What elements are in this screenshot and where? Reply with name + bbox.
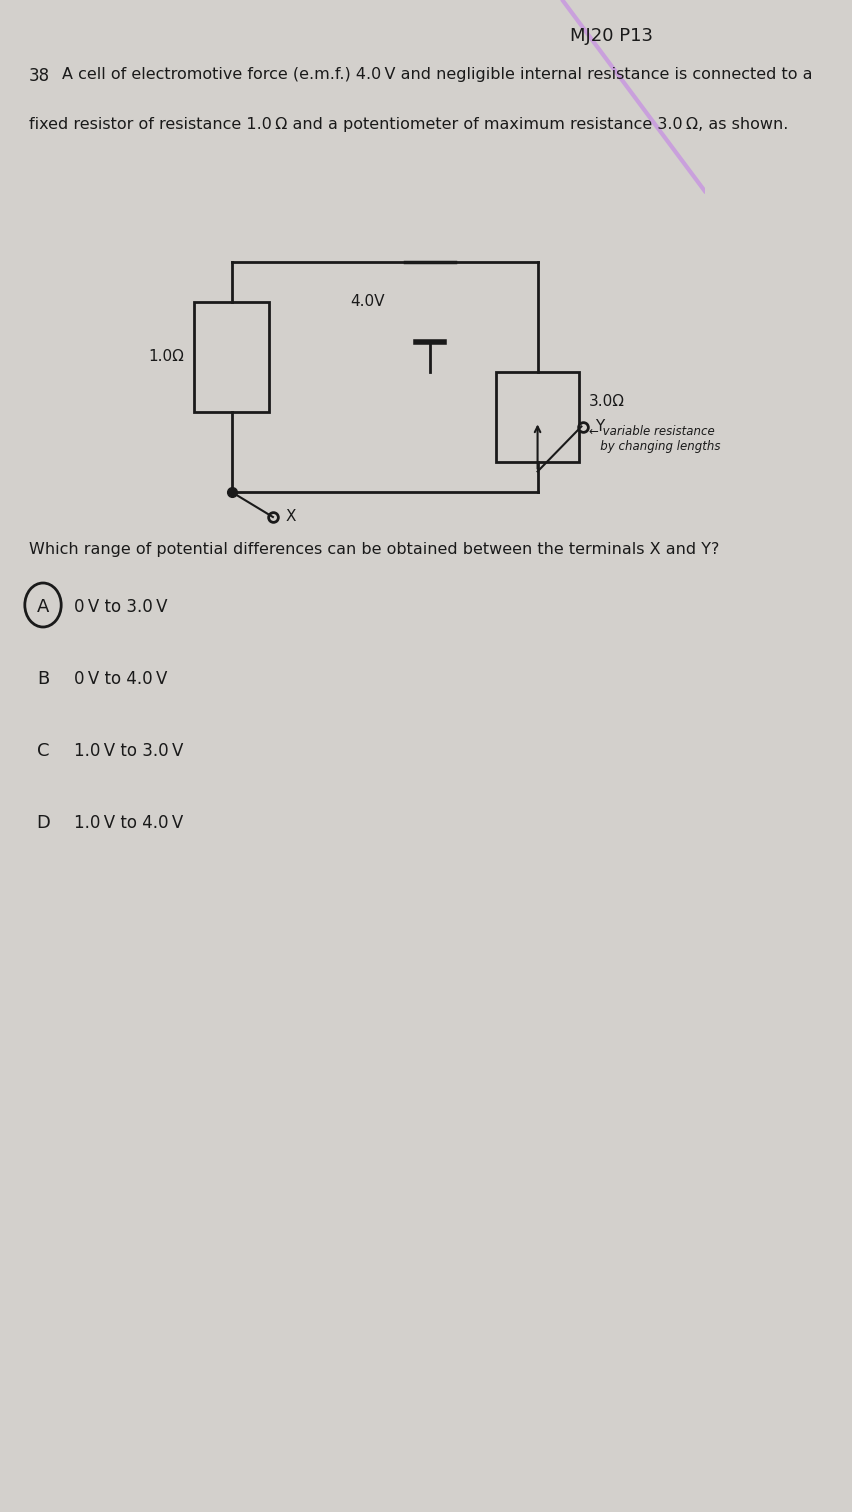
Text: 1.0 V to 4.0 V: 1.0 V to 4.0 V — [74, 813, 183, 832]
Text: X: X — [285, 510, 296, 525]
Text: Which range of potential differences can be obtained between the terminals X and: Which range of potential differences can… — [29, 541, 718, 556]
Text: A: A — [37, 599, 49, 615]
Text: 0 V to 3.0 V: 0 V to 3.0 V — [74, 599, 168, 615]
Text: 4.0V: 4.0V — [349, 295, 384, 310]
FancyBboxPatch shape — [496, 372, 579, 463]
Text: 3.0Ω: 3.0Ω — [588, 395, 625, 410]
Text: D: D — [36, 813, 50, 832]
Text: MJ20 P13: MJ20 P13 — [570, 27, 653, 45]
Text: 1.0 V to 3.0 V: 1.0 V to 3.0 V — [74, 742, 183, 761]
Text: 1.0Ω: 1.0Ω — [148, 349, 184, 364]
FancyBboxPatch shape — [194, 302, 268, 411]
Text: 0 V to 4.0 V: 0 V to 4.0 V — [74, 670, 168, 688]
Text: 38: 38 — [29, 67, 50, 85]
Text: A cell of electromotive force (e.m.f.) 4.0 V and negligible internal resistance : A cell of electromotive force (e.m.f.) 4… — [62, 67, 812, 82]
Text: fixed resistor of resistance 1.0 Ω and a potentiometer of maximum resistance 3.0: fixed resistor of resistance 1.0 Ω and a… — [29, 116, 787, 132]
Text: Y: Y — [595, 419, 604, 434]
Text: B: B — [37, 670, 49, 688]
Text: ← variable resistance
   by changing lengths: ← variable resistance by changing length… — [588, 425, 719, 454]
Text: C: C — [37, 742, 49, 761]
